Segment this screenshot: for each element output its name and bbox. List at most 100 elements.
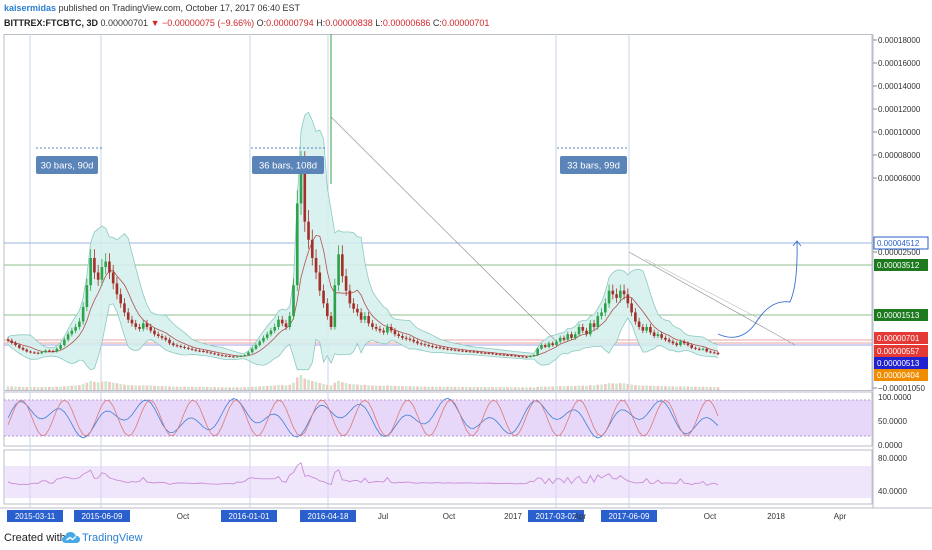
candle-body xyxy=(224,355,228,357)
volume-bar xyxy=(461,386,464,390)
candle-body xyxy=(619,290,622,298)
candle-body xyxy=(615,294,618,298)
volume-bar xyxy=(660,386,663,390)
candle-body xyxy=(386,326,389,333)
candle-body xyxy=(254,345,258,349)
price-tick-label: 0.00008000 xyxy=(878,151,921,160)
chart-canvas[interactable]: 0.00018000 0.00016000 0.00014000 0.00012000… xyxy=(0,34,932,528)
candle-body xyxy=(153,330,156,335)
candle-body xyxy=(461,350,464,352)
volume-bar xyxy=(446,386,449,390)
volume-bar xyxy=(664,386,667,390)
candle-body xyxy=(156,334,160,337)
candle-body xyxy=(265,334,269,338)
candle-body xyxy=(709,351,712,353)
candle-body xyxy=(356,308,359,313)
volume-bar xyxy=(588,385,592,390)
author-name[interactable]: kaisermidas xyxy=(4,3,57,13)
candle-body xyxy=(168,339,171,344)
annotation-box xyxy=(36,156,98,174)
volume-bar xyxy=(341,382,344,390)
candle-body xyxy=(675,343,678,346)
candle-body xyxy=(716,352,720,355)
volume-bar xyxy=(611,383,615,390)
candle-body xyxy=(476,351,479,353)
volume-bar xyxy=(284,385,288,390)
price-tag-label: 0.00001513 xyxy=(877,311,920,320)
volume-bar xyxy=(145,385,149,390)
price-change: −0.00000075 (−9.66%) xyxy=(162,18,255,28)
candle-body xyxy=(540,345,543,349)
volume-bar xyxy=(29,387,32,390)
volume-bar xyxy=(573,385,577,390)
candle-body xyxy=(434,346,438,348)
candle-body xyxy=(123,303,126,313)
volume-bar xyxy=(70,385,74,390)
annotation-label: 33 bars, 99d xyxy=(567,161,620,172)
candle-body xyxy=(431,346,434,348)
candle-body xyxy=(25,349,29,352)
candle-body xyxy=(228,356,231,358)
candle-body xyxy=(119,294,123,304)
candle-body xyxy=(637,321,641,327)
candle-body xyxy=(6,339,10,341)
candle-body xyxy=(498,354,502,356)
volume-bar xyxy=(675,386,678,390)
candle-body xyxy=(175,345,179,347)
volume-bar xyxy=(126,384,130,390)
volume-bar xyxy=(190,386,194,390)
candle-body xyxy=(671,341,675,344)
volume-bar xyxy=(134,385,138,390)
candle-body xyxy=(164,337,168,340)
volume-bar xyxy=(258,386,262,390)
volume-bar xyxy=(607,383,611,390)
candle-body xyxy=(32,352,36,354)
volume-bar xyxy=(269,385,273,390)
candle-body xyxy=(36,352,40,354)
volume-bar xyxy=(393,385,397,390)
price-tick-label: 0.00012000 xyxy=(878,105,921,114)
volume-bar xyxy=(498,387,502,390)
candle-body xyxy=(299,167,303,204)
high-value: 0.00000838 xyxy=(325,18,373,28)
candle-body xyxy=(449,349,453,351)
volume-bar xyxy=(434,386,438,390)
candle-body xyxy=(329,316,333,327)
candle-body xyxy=(374,326,378,329)
low-value: 0.00000686 xyxy=(382,18,431,28)
candle-body xyxy=(532,355,536,357)
candle-body xyxy=(562,337,566,340)
volume-bar xyxy=(513,387,517,390)
volume-bar xyxy=(694,386,697,390)
last-price: 0.00000701 xyxy=(100,18,149,28)
date-tag-label: 2016-04-18 xyxy=(308,512,349,521)
candle-body xyxy=(389,326,393,331)
candle-body xyxy=(134,323,138,327)
candle-body xyxy=(697,348,701,350)
candle-body xyxy=(160,336,164,338)
tradingview-brand[interactable]: TradingView xyxy=(82,532,143,544)
candle-body xyxy=(262,337,265,342)
candle-body xyxy=(55,348,59,352)
volume-bar xyxy=(247,387,250,390)
rsi-line xyxy=(7,462,719,486)
candle-body xyxy=(341,254,344,277)
candle-body xyxy=(397,334,401,337)
volume-bar xyxy=(540,386,543,390)
volume-bar xyxy=(543,386,547,390)
volume-bar xyxy=(10,386,14,390)
volume-bar xyxy=(314,381,318,390)
volume-bar xyxy=(209,387,213,390)
volume-bar xyxy=(382,385,385,390)
candle-body xyxy=(81,306,85,322)
candle-body xyxy=(660,334,663,338)
candle-body xyxy=(547,343,551,347)
volume-bar xyxy=(123,384,126,390)
volume-bar xyxy=(59,386,62,390)
candle-body xyxy=(453,349,457,351)
volume-bar xyxy=(585,385,588,390)
volume-bar xyxy=(299,375,303,390)
volume-bar xyxy=(325,384,329,390)
candle-body xyxy=(48,350,51,352)
date-tag xyxy=(601,510,657,522)
